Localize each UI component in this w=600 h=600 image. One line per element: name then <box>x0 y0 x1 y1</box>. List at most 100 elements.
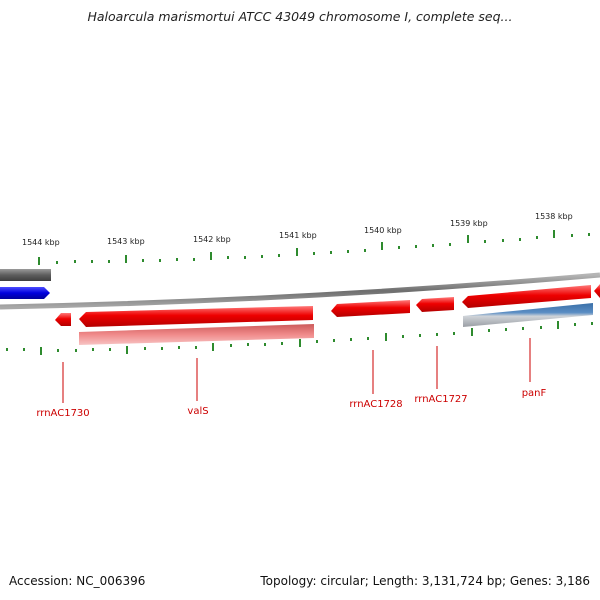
tick-major <box>467 235 469 243</box>
tick-minor <box>313 252 315 255</box>
tick-minor <box>56 261 58 264</box>
tick-minor <box>505 328 507 331</box>
scale-label: 1540 kbp <box>364 226 402 235</box>
tick-minor <box>398 246 400 249</box>
gene-rrnAC1730[interactable] <box>55 313 71 326</box>
scale-label: 1542 kbp <box>193 235 231 244</box>
scale-label: 1538 kbp <box>535 212 573 221</box>
gene-label-rrnAC1730[interactable]: rrnAC1730 <box>36 408 89 419</box>
tick-major <box>557 321 559 329</box>
tick-major <box>553 230 555 238</box>
tick-minor <box>281 342 283 345</box>
tick-minor <box>193 258 195 261</box>
tick-major <box>210 252 212 260</box>
map-title: Haloarcula marismortui ATCC 43049 chromo… <box>87 9 513 24</box>
tick-minor <box>23 348 25 351</box>
tick-minor <box>278 254 280 257</box>
tick-minor <box>453 332 455 335</box>
gene-valS[interactable] <box>79 306 313 327</box>
tick-minor <box>350 338 352 341</box>
tick-major <box>471 328 473 336</box>
gene-rrnAC1728[interactable] <box>331 300 410 317</box>
tick-minor <box>574 323 576 326</box>
tick-minor <box>432 244 434 247</box>
tick-minor <box>144 347 146 350</box>
tick-minor <box>92 348 94 351</box>
tick-minor <box>588 233 590 236</box>
tick-minor <box>330 251 332 254</box>
tick-minor <box>109 348 111 351</box>
tick-minor <box>367 337 369 340</box>
tick-minor <box>591 322 593 325</box>
tick-minor <box>347 250 349 253</box>
tick-minor <box>449 243 451 246</box>
tick-minor <box>176 258 178 261</box>
tick-minor <box>261 255 263 258</box>
tick-major <box>125 255 127 263</box>
tick-minor <box>436 333 438 336</box>
pale-cds-bar[interactable] <box>79 324 314 345</box>
tick-minor <box>519 238 521 241</box>
tick-minor <box>142 259 144 262</box>
tick-minor <box>333 339 335 342</box>
accession-label: Accession: NC_006396 <box>9 574 146 588</box>
gene-next-arrow[interactable] <box>594 284 600 298</box>
tick-minor <box>415 245 417 248</box>
tick-major <box>299 339 301 347</box>
tick-minor <box>244 256 246 259</box>
tick-minor <box>91 260 93 263</box>
gene-rrnAC1727[interactable] <box>416 297 454 312</box>
topology-summary: Topology: circular; Length: 3,131,724 bp… <box>260 574 590 588</box>
gene-label-rrnAC1728[interactable]: rrnAC1728 <box>349 399 402 410</box>
scale-label: 1544 kbp <box>22 238 60 247</box>
tick-minor <box>264 343 266 346</box>
tick-major <box>126 346 128 354</box>
tick-minor <box>502 239 504 242</box>
scale-labels: 1544 kbp 1543 kbp 1542 kbp 1541 kbp 1540… <box>22 212 573 247</box>
gene-label-valS[interactable]: valS <box>187 406 208 417</box>
tick-major <box>38 257 40 265</box>
chromosome-backbone <box>0 272 600 310</box>
tick-minor <box>195 346 197 349</box>
steel-cds-bar[interactable] <box>463 303 593 327</box>
tick-major <box>381 242 383 250</box>
tick-minor <box>488 329 490 332</box>
tick-major <box>385 333 387 341</box>
tick-minor <box>540 326 542 329</box>
tick-minor <box>402 335 404 338</box>
tick-minor <box>57 349 59 352</box>
inner-tick-ring <box>6 321 593 355</box>
gene-labels: rrnAC1730 valS rrnAC1728 rrnAC1727 panF <box>36 388 546 419</box>
tick-major <box>296 248 298 256</box>
gray-feature-bar[interactable] <box>0 269 51 281</box>
scale-label: 1539 kbp <box>450 219 488 228</box>
tick-minor <box>571 234 573 237</box>
scale-label: 1541 kbp <box>279 231 317 240</box>
tick-minor <box>161 347 163 350</box>
gene-label-panF[interactable]: panF <box>522 388 547 399</box>
tick-major <box>40 347 42 355</box>
tick-minor <box>178 346 180 349</box>
tick-minor <box>230 344 232 347</box>
tick-minor <box>108 260 110 263</box>
outer-tick-ring <box>38 230 590 265</box>
tick-minor <box>74 260 76 263</box>
tick-minor <box>522 327 524 330</box>
tick-minor <box>75 349 77 352</box>
tick-minor <box>247 343 249 346</box>
gene-label-rrnAC1727[interactable]: rrnAC1727 <box>414 394 467 405</box>
tick-major <box>212 343 214 351</box>
tick-minor <box>227 256 229 259</box>
gene-panF[interactable] <box>462 285 591 308</box>
tick-minor <box>364 249 366 252</box>
tick-minor <box>419 334 421 337</box>
tick-minor <box>316 340 318 343</box>
tick-minor <box>159 259 161 262</box>
tick-minor <box>6 348 8 351</box>
scale-label: 1543 kbp <box>107 237 145 246</box>
tick-minor <box>484 240 486 243</box>
blue-cds-arrow[interactable] <box>0 287 50 299</box>
tick-minor <box>536 236 538 239</box>
